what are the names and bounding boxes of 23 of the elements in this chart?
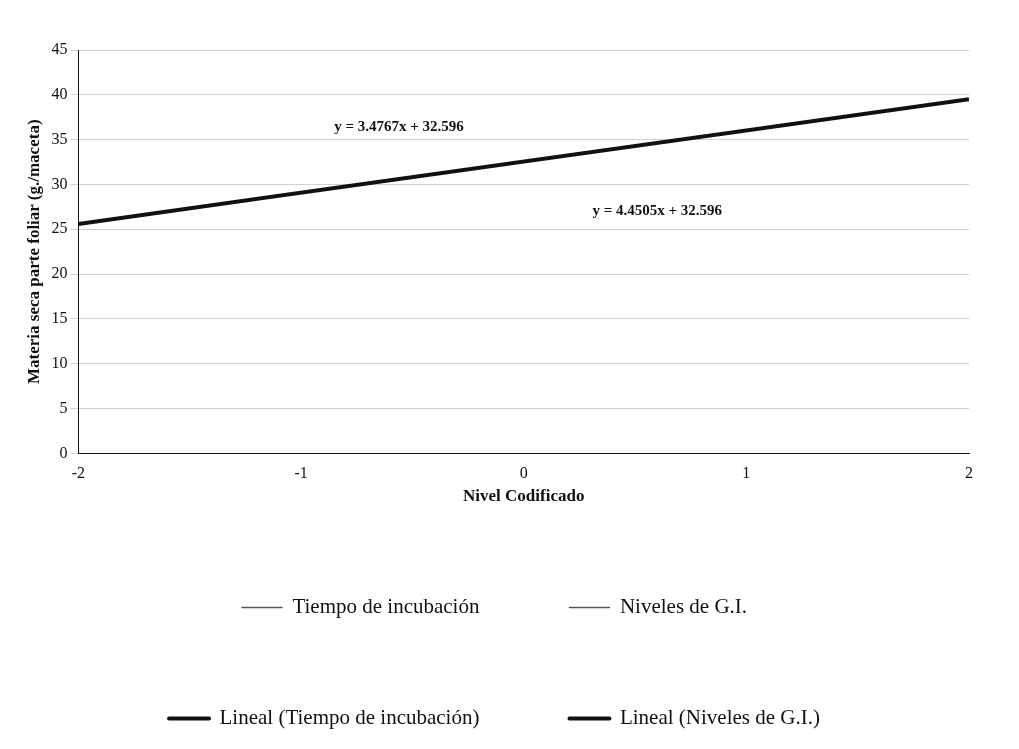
x-tick-label: -1 [294,464,308,482]
y-tick-label: 15 [51,309,68,327]
annotation: y = 4.4505x + 32.596 [592,202,723,219]
legend-label: Lineal (Niveles de G.I.) [619,705,820,730]
y-axis-title: Materia seca parte foliar (g./maceta) [23,119,43,384]
legend-label: Lineal (Tiempo de incubación) [219,705,480,730]
y-tick-label: 20 [51,264,68,282]
y-tick-label: 25 [51,219,68,237]
x-tick-label: 1 [742,464,751,482]
y-tick-label: 30 [51,174,68,192]
x-tick-label: -2 [71,464,86,482]
x-tick-label: 0 [519,464,528,482]
y-tick-label: 40 [51,85,68,103]
y-tick-label: 35 [51,129,68,147]
legend-label: Niveles de G.I. [619,594,748,619]
x-axis-title: Nivel Codificado [463,486,585,506]
annotation: y = 3.4767x + 32.596 [334,117,465,134]
y-tick-label: 5 [59,398,68,416]
y-tick-label: 0 [59,443,68,461]
x-tick-label: 2 [965,464,973,482]
legend-label: Tiempo de incubación [292,594,480,619]
y-tick-label: 45 [51,40,68,58]
y-tick-label: 10 [51,353,68,371]
